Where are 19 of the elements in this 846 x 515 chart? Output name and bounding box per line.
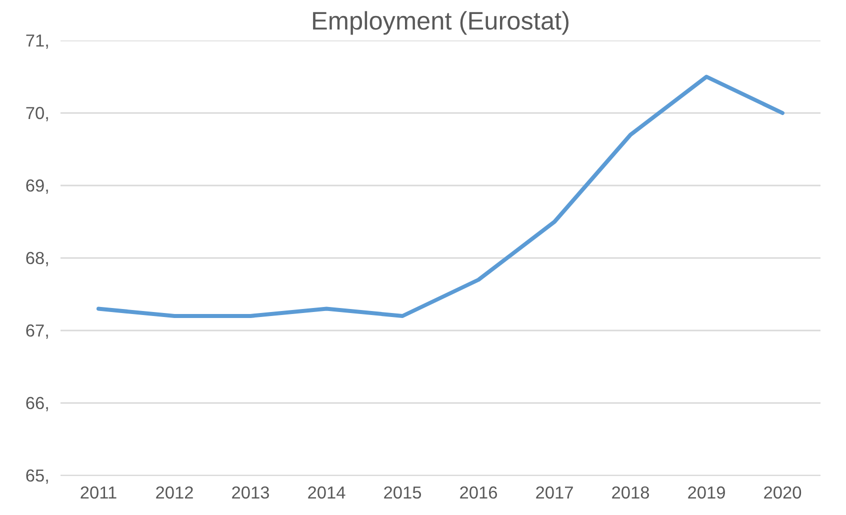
x-tick-label: 2014 — [307, 482, 346, 502]
x-tick-label: 2019 — [687, 482, 726, 502]
x-tick-label: 2013 — [231, 482, 270, 502]
y-tick-label: 65, — [25, 466, 50, 486]
x-tick-label: 2012 — [155, 482, 194, 502]
x-tick-label: 2018 — [611, 482, 650, 502]
chart-title: Employment (Eurostat) — [311, 8, 570, 36]
x-tick-label: 2020 — [763, 482, 802, 502]
x-tick-label: 2016 — [459, 482, 498, 502]
y-tick-label: 69, — [25, 176, 50, 196]
y-tick-label: 70, — [25, 103, 50, 123]
x-tick-label: 2011 — [80, 482, 118, 502]
line-series — [96, 74, 784, 318]
y-tick-label: 66, — [25, 393, 50, 413]
y-tick-label: 68, — [25, 248, 50, 268]
x-tick-label: 2015 — [383, 482, 422, 502]
y-tick-label: 71, — [25, 30, 50, 50]
x-tick-label: 2017 — [535, 482, 574, 502]
y-tick-label: 67, — [25, 320, 50, 340]
